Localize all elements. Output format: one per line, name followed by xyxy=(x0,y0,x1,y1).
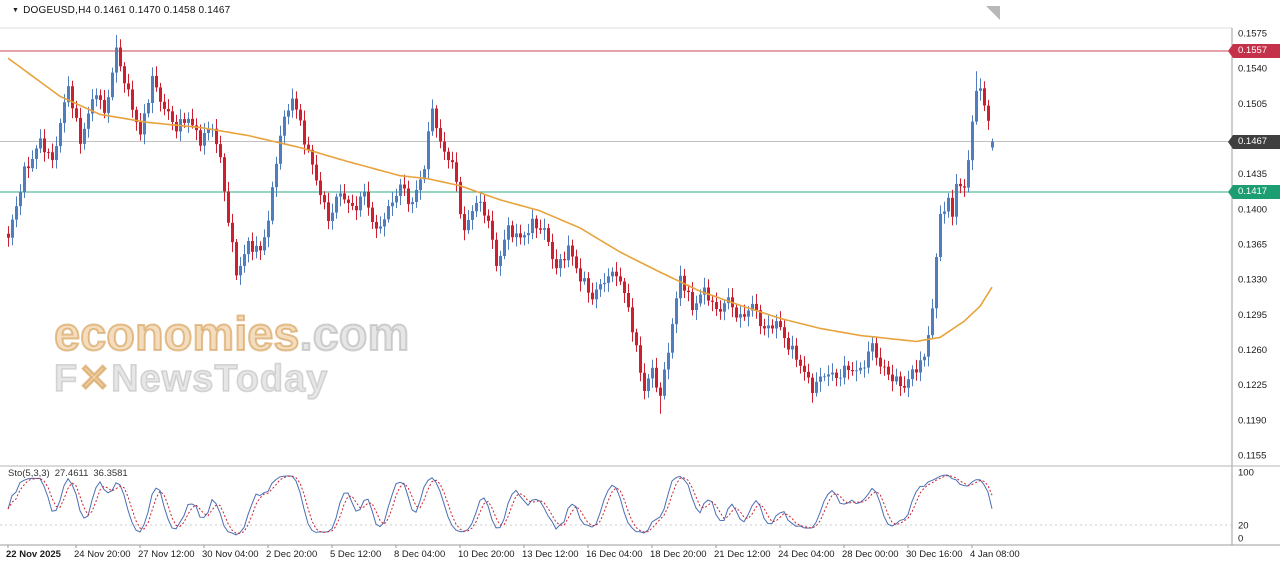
time-axis-label: 28 Dec 00:00 xyxy=(842,549,899,560)
time-axis-label: 2 Dec 20:00 xyxy=(266,549,317,560)
price-axis-label: 0.1400 xyxy=(1238,204,1267,215)
price-axis-label: 0.1225 xyxy=(1238,380,1267,391)
price-axis-labels: 0.15750.15400.15050.14700.14350.14000.13… xyxy=(1238,29,1267,462)
stochastic-layer xyxy=(0,474,1232,536)
stochastic-label: Sto(5,3,3) 27.4611 36.3581 xyxy=(8,468,133,479)
price-axis-label: 0.1295 xyxy=(1238,310,1267,321)
time-axis-label: 27 Nov 12:00 xyxy=(138,549,195,560)
stochastic-axis-labels: 100 20 0 xyxy=(1238,468,1254,545)
stochastic-axis-label: 100 xyxy=(1238,468,1254,479)
tag-arrow-icon xyxy=(1228,185,1233,199)
price-axis-label: 0.1260 xyxy=(1238,345,1267,356)
symbol-ohlc: 0.1461 0.1470 0.1458 0.1467 xyxy=(94,5,231,16)
support-price-value: 0.1417 xyxy=(1238,186,1268,197)
price-axis-label: 0.1190 xyxy=(1238,415,1266,426)
tag-arrow-icon xyxy=(1228,135,1233,149)
stochastic-name: Sto(5,3,3) xyxy=(8,468,50,479)
current-price-tag: 0.1467 xyxy=(1228,135,1280,149)
chart-frame xyxy=(0,27,1280,546)
price-axis-label: 0.1435 xyxy=(1238,169,1267,180)
price-axis-label: 0.1330 xyxy=(1238,275,1267,286)
price-axis-label: 0.1505 xyxy=(1238,99,1267,110)
support-price-tag: 0.1417 xyxy=(1228,185,1280,199)
time-axis-label: 30 Dec 16:00 xyxy=(906,549,963,560)
ma-line-layer xyxy=(7,57,993,343)
time-axis-label: 4 Jan 08:00 xyxy=(970,549,1020,560)
current-price-value: 0.1467 xyxy=(1238,136,1268,147)
stochastic-d-line xyxy=(7,474,993,534)
chart-shift-marker-icon xyxy=(986,6,1000,20)
price-axis-label: 0.1540 xyxy=(1238,64,1267,75)
candles-layer xyxy=(7,35,994,414)
stochastic-k-line xyxy=(7,474,993,536)
symbol-bar: ▼ DOGEUSD,H4 0.1461 0.1470 0.1458 0.1467 xyxy=(12,5,233,16)
time-axis-label: 22 Nov 2025 xyxy=(6,549,62,560)
time-axis-label: 13 Dec 12:00 xyxy=(522,549,579,560)
time-axis-label: 21 Dec 12:00 xyxy=(714,549,771,560)
time-axis-label: 30 Nov 04:00 xyxy=(202,549,259,560)
time-axis-labels: 22 Nov 2025 24 Nov 20:00 27 Nov 12:00 30 No… xyxy=(6,545,1020,560)
stochastic-k-value: 27.4611 xyxy=(54,468,89,479)
price-axis-label: 0.1155 xyxy=(1238,451,1266,462)
price-axis-label: 0.1365 xyxy=(1238,240,1267,251)
time-axis-label: 24 Dec 04:00 xyxy=(778,549,835,560)
moving-average-line xyxy=(7,57,993,343)
symbol-name: DOGEUSD,H4 xyxy=(23,5,92,16)
time-axis-label: 24 Nov 20:00 xyxy=(74,549,131,560)
time-axis-label: 18 Dec 20:00 xyxy=(650,549,707,560)
tag-arrow-icon xyxy=(1228,44,1233,58)
stochastic-d-value: 36.3581 xyxy=(93,468,128,479)
resistance-price-value: 0.1557 xyxy=(1238,45,1268,56)
price-axis-label: 0.1575 xyxy=(1238,29,1267,40)
time-axis-label: 16 Dec 04:00 xyxy=(586,549,643,560)
time-axis-label: 5 Dec 12:00 xyxy=(330,549,381,560)
symbol-dropdown-icon[interactable]: ▼ xyxy=(12,7,20,14)
resistance-price-tag: 0.1557 xyxy=(1228,44,1280,58)
time-axis-label: 8 Dec 04:00 xyxy=(394,549,445,560)
time-axis-label: 10 Dec 20:00 xyxy=(458,549,515,560)
stochastic-axis-label: 0 xyxy=(1238,534,1243,545)
stochastic-axis-label: 20 xyxy=(1238,520,1249,531)
